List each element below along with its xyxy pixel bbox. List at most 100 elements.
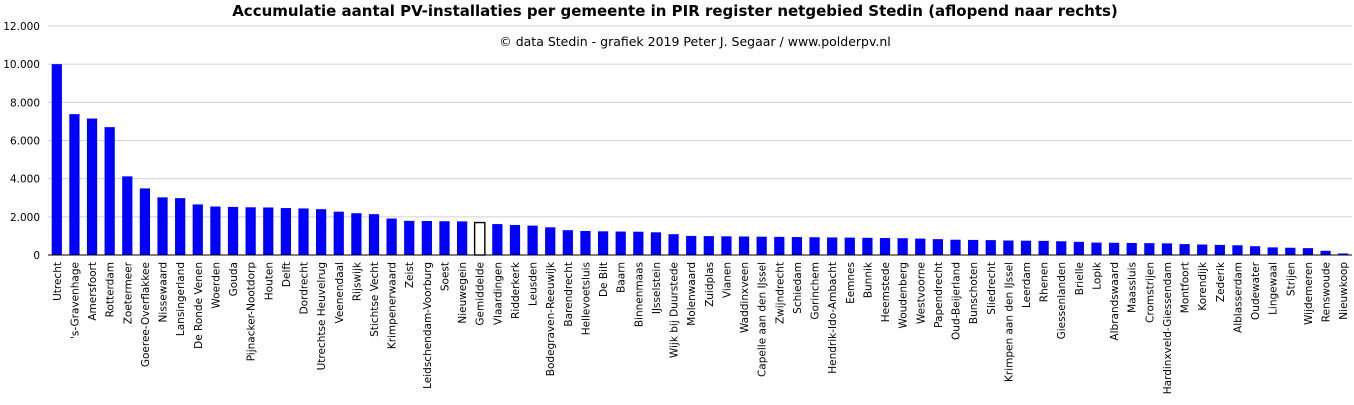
y-tick-label: 0 [33,250,40,262]
bar-21 [421,221,432,255]
bar-63 [1161,243,1173,255]
bar-17 [351,213,362,255]
bar-60 [1109,242,1120,255]
bar-43 [809,237,820,255]
bar-51 [950,239,961,255]
bar-34 [650,232,662,255]
x-category-label: Krimpenerwaard [387,262,399,349]
x-category-label: Dordrecht [299,262,311,314]
y-tick-label: 10.000 [3,59,40,71]
x-category-label: Soest [439,262,451,291]
bar-62 [1144,243,1155,255]
bar-0 [51,64,62,255]
x-category-label: Hardinxveld-Giessendam [1162,262,1174,394]
x-category-label: Woerden [210,262,222,309]
bar-5 [139,188,151,255]
bar-28 [545,227,556,255]
x-category-label: Schiedam [792,262,804,314]
x-category-label: Strijen [1285,262,1297,296]
bar-38 [721,236,732,255]
x-category-label: Vianen [721,262,733,298]
x-category-label: Nieuwegein [457,262,469,324]
bar-31 [597,231,609,255]
bar-71 [1302,248,1314,255]
bar-26 [509,225,521,255]
bar-32 [615,231,626,255]
x-category-label: Ridderkerk [510,261,522,319]
x-category-label: Rotterdam [105,262,117,317]
bar-4 [122,176,133,255]
bar-19 [386,218,397,255]
y-tick-label: 2.000 [10,212,40,224]
bar-50 [932,239,943,255]
x-category-label: Woudenberg [898,262,910,329]
bar-57 [1056,241,1067,255]
x-category-label: Capelle aan den IJssel [757,262,769,377]
bar-10 [227,206,239,255]
x-category-label: Bodegraven-Reeuwijk [545,261,557,376]
x-category-label: Utrecht [52,262,64,301]
bar-56 [1038,240,1049,255]
bar-41 [774,236,785,255]
x-category-label: Lansingerland [175,262,187,336]
bar-30 [580,230,591,255]
x-category-label: IJsselstein [651,262,663,314]
bar-29 [562,230,573,255]
x-category-label: Brielle [1074,262,1086,295]
bar-25 [492,224,503,255]
bar-12 [263,207,274,255]
x-category-label: Wijk bij Duurstede [669,262,681,358]
x-category-label: Veenendaal [334,262,346,324]
bar-42 [791,237,803,255]
bar-9 [210,206,221,255]
x-axis-categories: Utrecht 's-Gravenhage Amersfoort Rotterdam Z… [52,261,1350,394]
bar-8 [192,204,203,255]
bar-1 [69,114,80,255]
bar-47 [879,238,891,255]
bar-53 [985,240,996,255]
bar-49 [915,238,926,255]
x-category-label: Zwijndrecht [774,262,786,324]
bar-40 [756,236,767,255]
y-axis-ticks: 0 2.000 4.000 6.000 8.000 10.000 12.000 [3,21,40,262]
x-category-label: Rhenen [1039,262,1051,302]
x-category-label: Gemiddelde [475,262,487,326]
x-category-label: Houten [263,262,275,300]
x-category-label: Barendrecht [563,262,575,327]
bar-66 [1214,244,1225,255]
x-category-label: Rijswijk [351,261,363,301]
x-category-label: Goeree-Overflakkee [140,262,152,367]
bar-37 [703,236,714,255]
x-category-label: Bunschoten [968,262,980,324]
bar-24 [473,221,486,256]
bar-44 [827,237,838,255]
x-category-label: Cromstrijen [1144,262,1156,323]
x-category-label: Hendrik-Ido-Ambacht [827,262,839,374]
x-category-label: Amersfoort [87,262,99,321]
x-category-label: Utrechtse Heuvelrug [316,262,328,370]
x-category-label: Pijnacker-Nootdorp [246,262,258,362]
bar-14 [298,208,309,255]
x-category-label: Gorinchem [810,262,822,320]
x-category-label: Leerdam [1021,262,1033,308]
bar-3 [104,127,115,255]
x-category-label: Nissewaard [158,262,170,322]
x-category-label: Vlaardingen [492,262,504,325]
x-category-label: Alblasserdam [1232,262,1244,333]
x-category-label: Eemnes [845,262,857,304]
bar-6 [157,197,168,255]
bar-48 [897,238,908,255]
x-category-label: Oud-Beijerland [951,262,963,340]
x-category-label: Heemstede [880,262,892,322]
bar-73 [1338,253,1349,255]
x-category-label: Leidschendam-Voorburg [422,262,434,389]
bar-52 [968,239,979,255]
bar-15 [316,209,327,255]
x-category-label: Molenwaard [686,262,698,326]
bar-70 [1285,247,1296,255]
x-category-label: Zederik [1215,261,1227,302]
x-category-label: Nieuwkoop [1338,262,1350,320]
